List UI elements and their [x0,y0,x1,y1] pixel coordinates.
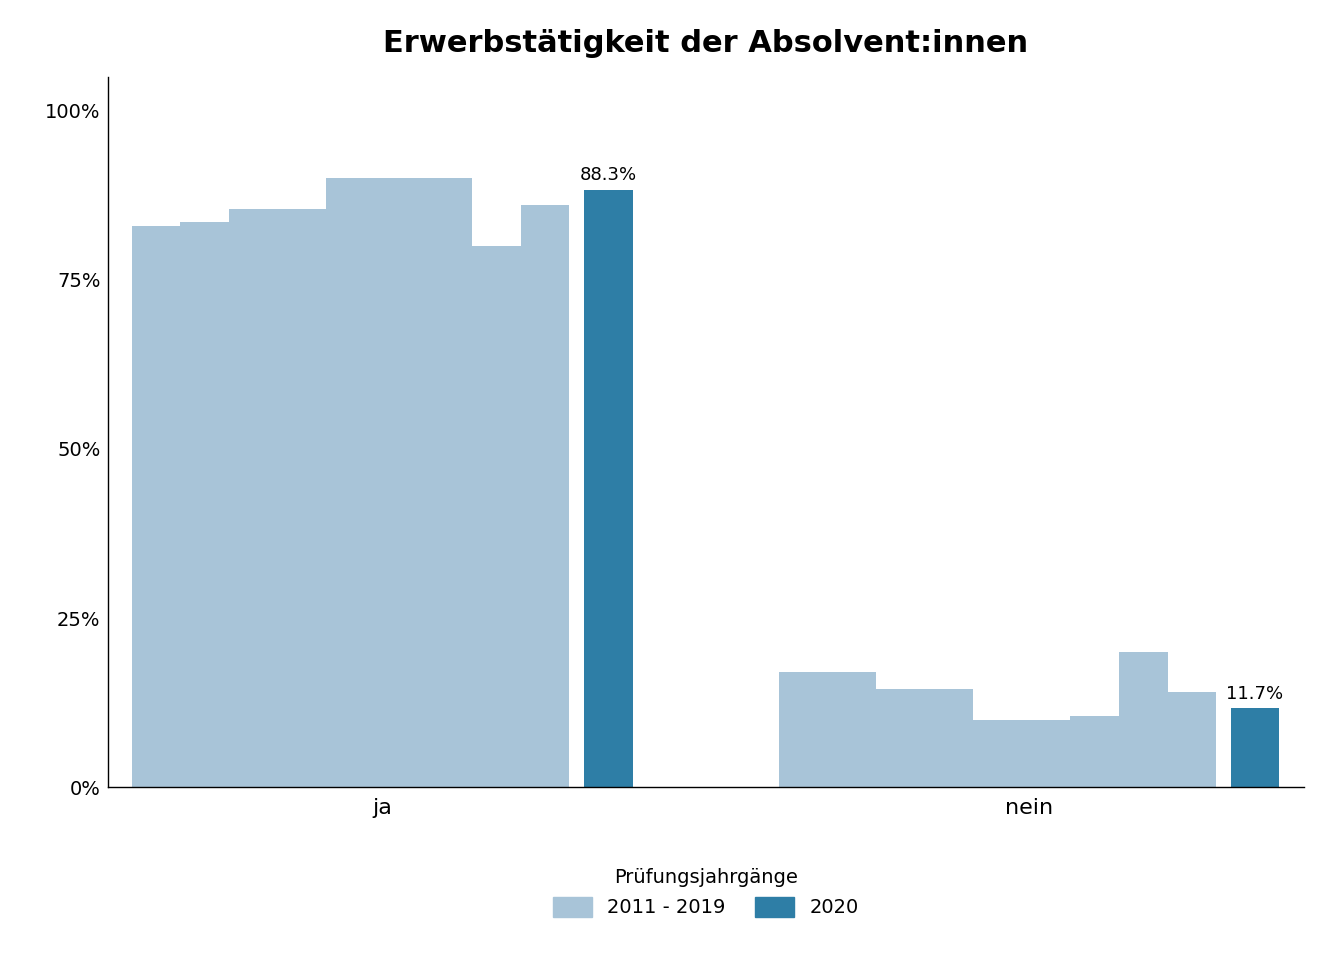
Bar [228,208,278,787]
Bar [925,689,973,787]
Bar [1120,652,1168,787]
Bar [132,226,180,787]
Bar [973,720,1021,787]
Bar [327,179,375,787]
Text: 11.7%: 11.7% [1227,684,1284,703]
Bar [585,190,633,787]
Bar [1231,708,1279,787]
Bar [472,246,521,787]
Text: 88.3%: 88.3% [579,166,637,184]
Bar [1021,720,1070,787]
Bar [521,205,570,787]
Bar [278,208,327,787]
Bar [375,179,423,787]
Bar [1168,692,1216,787]
Bar [778,672,827,787]
Bar [827,672,876,787]
Bar [876,689,925,787]
Bar [180,223,228,787]
Title: Erwerbstätigkeit der Absolvent:innen: Erwerbstätigkeit der Absolvent:innen [383,29,1028,58]
Legend: 2011 - 2019, 2020: 2011 - 2019, 2020 [552,868,859,917]
Bar [1070,716,1120,787]
Bar [423,179,472,787]
